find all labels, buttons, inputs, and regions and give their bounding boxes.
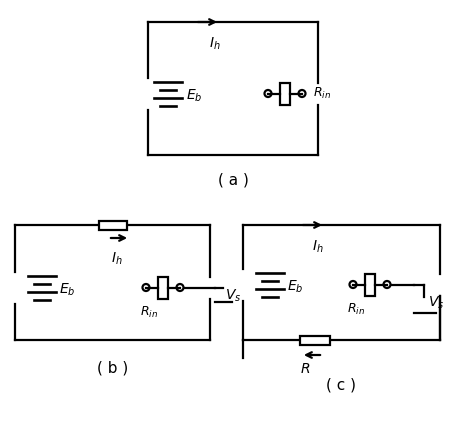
Text: $V_s$: $V_s$ xyxy=(225,287,241,304)
Text: $R_{in}$: $R_{in}$ xyxy=(347,301,365,317)
Bar xyxy=(300,335,330,345)
Text: $R_{in}$: $R_{in}$ xyxy=(140,304,158,320)
Text: $E_b$: $E_b$ xyxy=(186,87,203,104)
Text: $E_b$: $E_b$ xyxy=(59,281,75,298)
Bar xyxy=(280,82,290,105)
Text: $R_{in}$: $R_{in}$ xyxy=(313,86,331,101)
Text: ( b ): ( b ) xyxy=(97,360,128,376)
Text: $V_s$: $V_s$ xyxy=(428,294,444,311)
Text: $I_h$: $I_h$ xyxy=(209,36,221,52)
Text: $I_h$: $I_h$ xyxy=(312,239,324,255)
Bar xyxy=(99,221,127,230)
Bar xyxy=(158,277,168,298)
Text: ( a ): ( a ) xyxy=(218,173,248,187)
Text: ( c ): ( c ) xyxy=(326,377,357,393)
Text: $R$: $R$ xyxy=(300,362,310,376)
Bar xyxy=(365,274,375,295)
Text: $I_h$: $I_h$ xyxy=(111,251,123,267)
Text: $E_b$: $E_b$ xyxy=(287,278,303,295)
